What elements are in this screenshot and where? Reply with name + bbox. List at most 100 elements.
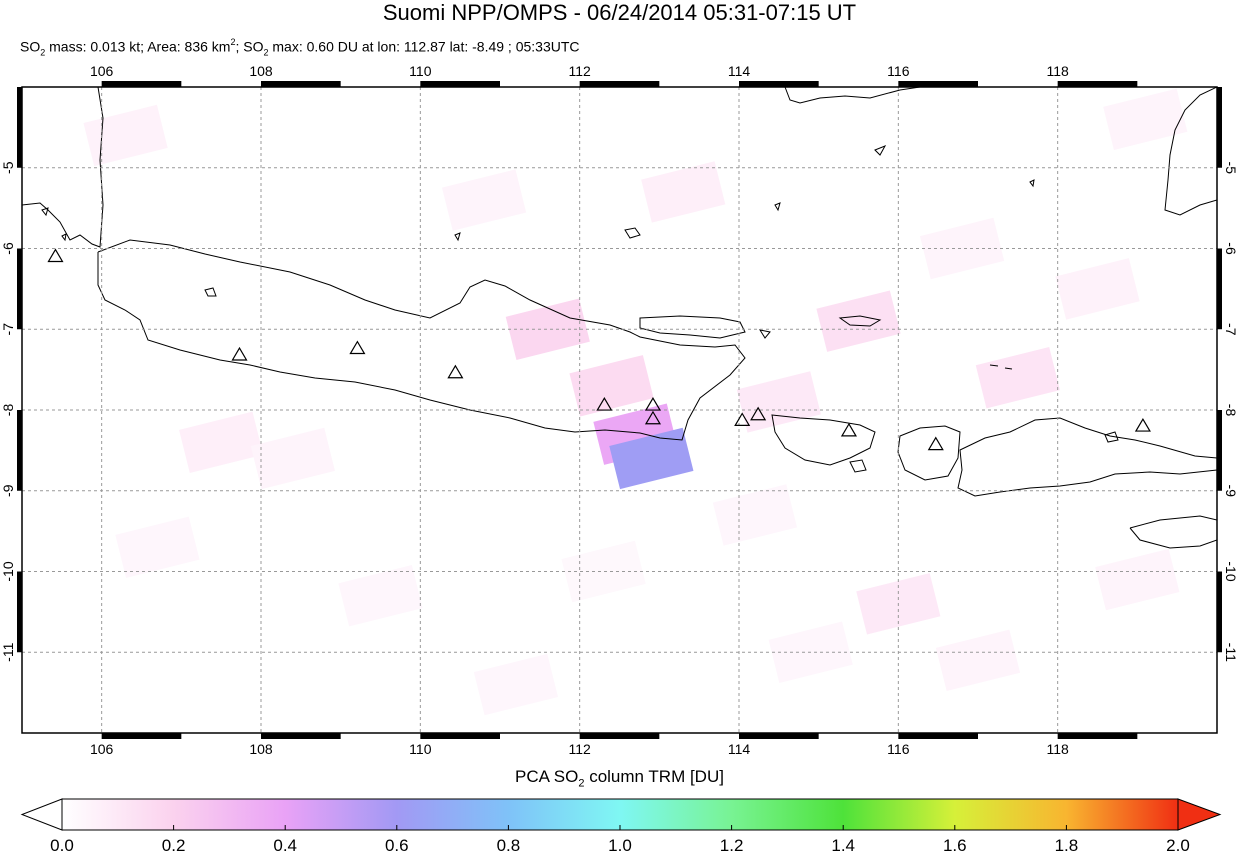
so2-pixel (712, 484, 798, 546)
coastline-layer (22, 87, 1217, 549)
colorbar-max-arrow (1177, 798, 1222, 831)
lon-label-top: 112 (569, 63, 592, 79)
colorbar-title: PCA SO2 column TRM [DU] (0, 767, 1239, 793)
colorbar-tick-label: 0.6 (385, 836, 409, 855)
frame-bar-right (1217, 87, 1222, 168)
subtitle-part: SO (20, 38, 41, 55)
volcano-marker (47, 248, 64, 263)
volcano-marker (644, 396, 662, 411)
coastline-madura (639, 315, 746, 339)
lon-label-bottom: 112 (569, 741, 592, 757)
so2-pixel (816, 290, 901, 352)
so2-pixel (179, 411, 264, 474)
latitude-labels: -5 -5 -6 -6 -7 -7 -8 -8 -9 -9 -10 -10 -11 -11 (0, 161, 1239, 662)
so2-pixel (250, 427, 335, 490)
subtitle-subscript: 2 (40, 47, 46, 58)
colorbar-tick-label: 1.6 (943, 836, 967, 855)
volcano-marker (644, 410, 662, 425)
volcano-marker (231, 346, 248, 361)
coastline-lombok (897, 425, 961, 481)
frame-bar-bottom (101, 733, 182, 739)
so2-pixel (935, 629, 1021, 692)
so2-pixel (975, 346, 1060, 409)
lat-label-left: -5 (0, 161, 16, 174)
lat-label-right: -5 (1223, 162, 1239, 175)
lon-label-top: 116 (887, 63, 910, 79)
lon-label-bottom: 116 (887, 741, 910, 757)
longitude-labels: 106 106 108 108 110 110 112 112 114 114 116 116 118 1… (90, 63, 1069, 757)
lat-label-right: -6 (1223, 242, 1239, 255)
so2-pixel-layer (83, 88, 1188, 716)
colorbar-title-subscript: 2 (578, 777, 585, 790)
lon-label-bottom: 118 (1047, 741, 1070, 757)
graticule (22, 87, 1217, 733)
so2-pixel (736, 371, 821, 433)
frame-bar-top (261, 81, 341, 87)
so2-pixel (473, 653, 559, 716)
frame-bar-top (898, 81, 978, 87)
colorbar-tick-label: 0.8 (497, 836, 521, 855)
colorbar-gradient (61, 798, 1179, 831)
frame-bar-left (17, 248, 22, 330)
frame-bar-bottom (261, 733, 341, 739)
frame-bar-bottom (579, 733, 660, 739)
lon-label-top: 114 (728, 63, 751, 79)
so2-pixel (1055, 258, 1140, 320)
so2-pixel (441, 169, 527, 231)
frame-bar-bottom (1057, 733, 1138, 739)
lat-label-right: -11 (1223, 643, 1239, 662)
volcano-marker (840, 422, 857, 437)
lat-label-right: -10 (1223, 561, 1239, 581)
map-subtitle: SO2 mass: 0.013 kt; Area: 836 km2; SO2 m… (20, 34, 580, 61)
frame-bar-top (739, 81, 819, 87)
lat-label-right: -8 (1223, 404, 1239, 417)
volcano-marker (1134, 417, 1151, 432)
subtitle-part: mass: 0.013 kt; Area: 836 km (45, 38, 231, 55)
frame-bar-top (1057, 81, 1138, 87)
colorbar-tick-label: 1.0 (608, 836, 632, 855)
frame-bar-left (17, 410, 22, 491)
colorbar-title-part: PCA SO (515, 767, 579, 786)
volcano-marker (447, 364, 464, 379)
frame-bar-right (1217, 248, 1222, 330)
frame-bar-bottom (898, 733, 978, 739)
so2-pixel (83, 104, 168, 167)
lon-label-bottom: 108 (249, 741, 273, 757)
so2-pixel (569, 355, 654, 417)
colorbar-tick-label: 0.4 (273, 836, 297, 855)
colorbar-tick-label: 2.0 (1166, 836, 1190, 855)
lon-label-bottom: 106 (90, 741, 114, 757)
coastline-kalimantan (784, 87, 921, 104)
frame-bar-bottom (739, 733, 819, 739)
frame-bar-right (1217, 410, 1222, 491)
subtitle-part: max: 0.60 DU at lon: 112.87 lat: -8.49 ;… (268, 38, 580, 55)
lon-label-top: 108 (249, 63, 273, 79)
frame-bar-top (420, 81, 500, 87)
subtitle-subscript: 2 (263, 47, 269, 58)
lat-label-left: -6 (0, 242, 16, 255)
lat-label-left: -8 (0, 404, 16, 417)
so2-pixel (561, 540, 646, 603)
so2-pixel (115, 516, 200, 578)
coastline-small-islands (41, 145, 1119, 473)
lon-label-bottom: 114 (728, 741, 751, 757)
lat-label-right: -7 (1223, 323, 1239, 336)
lon-label-top: 106 (90, 63, 114, 79)
lon-label-top: 110 (409, 63, 432, 79)
frame-bar-right (1217, 571, 1222, 653)
so2-pixel (919, 217, 1005, 280)
frame-bar-left (17, 571, 22, 653)
coastline-sumbawa (957, 417, 1217, 497)
coastline-sumatra (22, 87, 104, 248)
so2-pixel (641, 161, 726, 223)
frame-bar-left (17, 87, 22, 168)
so2-pixel (609, 427, 694, 490)
volcano-marker (927, 436, 944, 451)
so2-pixel (338, 565, 423, 627)
subtitle-part: ; SO (235, 38, 264, 55)
so2-pixel (1095, 548, 1180, 611)
colorbar-tick-label: 0.2 (162, 836, 186, 855)
volcano-marker (734, 412, 751, 426)
lat-label-left: -10 (0, 561, 16, 581)
